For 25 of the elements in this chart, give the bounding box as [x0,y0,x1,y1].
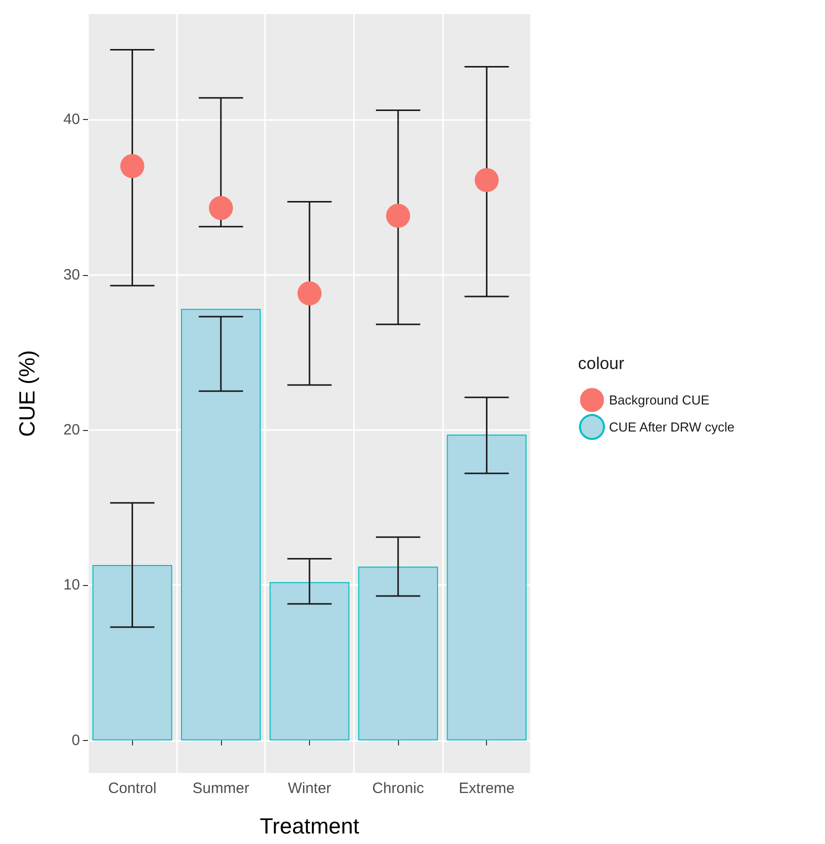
x-tick-label: Summer [192,780,250,797]
x-tick-label: Extreme [458,780,515,797]
point [120,154,144,178]
legend-label: Background CUE [609,392,710,408]
x-tick-label: Control [108,780,156,797]
y-tick-label: 30 [63,266,80,284]
bar [92,565,172,740]
point [386,204,410,228]
x-tick-label: Chronic [372,780,424,797]
bar [358,566,438,740]
y-tick-label: 40 [63,111,80,128]
bar [181,308,261,740]
y-tick-label: 0 [72,732,80,749]
y-tick-label: 20 [63,421,80,438]
x-tick-label: Winter [288,780,332,797]
x-axis-title: Treatment [260,814,360,838]
point [208,196,233,220]
point [298,281,322,306]
bar [270,582,350,740]
y-tick-label: 10 [63,576,80,594]
point [474,168,499,192]
legend-label: CUE After DRW cycle [609,420,734,434]
bar [446,434,527,740]
y-axis-title: CUE (%) [14,350,40,437]
legend-title: colour [578,354,625,373]
